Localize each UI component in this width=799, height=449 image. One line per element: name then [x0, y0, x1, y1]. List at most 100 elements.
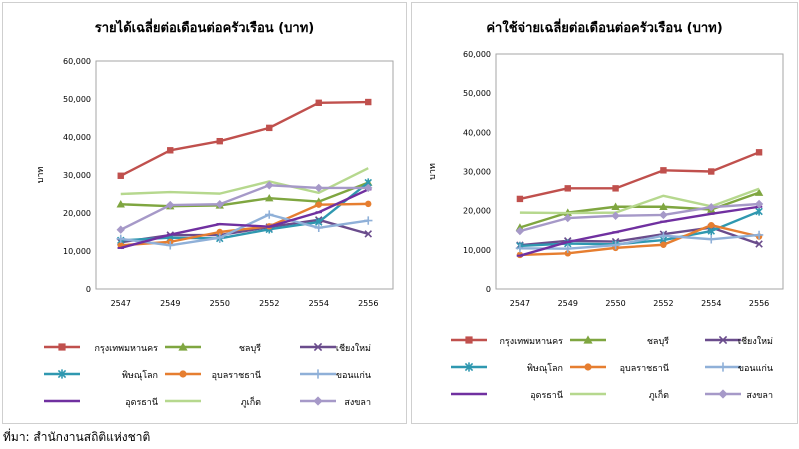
- data-point: [659, 202, 668, 210]
- legend-label: ขอนแก่น: [738, 364, 773, 374]
- data-point: [659, 231, 668, 240]
- series-dash: [516, 205, 763, 257]
- legend-label: กรุงเทพมหานคร: [94, 344, 158, 354]
- series-line: [120, 181, 369, 208]
- series-line: [120, 100, 369, 177]
- data-point: [265, 193, 274, 202]
- legend-marker: [718, 335, 728, 345]
- data-point: [660, 167, 667, 174]
- legend-marker: [58, 343, 66, 351]
- y-tick-label: 0: [86, 285, 91, 294]
- y-tick-label: 0: [486, 285, 491, 294]
- data-point: [116, 234, 125, 244]
- y-tick-label: 30,000: [63, 171, 91, 180]
- y-tick-label: 20,000: [463, 207, 491, 216]
- y-tick-label: 30,000: [463, 168, 491, 177]
- legend-marker: [718, 389, 728, 399]
- data-point: [708, 168, 715, 175]
- data-point: [116, 200, 125, 208]
- data-point: [167, 147, 174, 154]
- y-tick-label: 20,000: [63, 209, 91, 218]
- legend-item: ภูเก็ต: [570, 388, 669, 401]
- legend-label: ภูเก็ต: [649, 388, 669, 401]
- legend-item: ชลบุรี: [165, 342, 261, 354]
- series-line: [519, 202, 760, 233]
- data-point: [515, 244, 525, 253]
- legend-item: ชลบุรี: [570, 335, 669, 347]
- income-chart: 0 10,000 20,000 30,000 40,000 50,000 60,000 บาท…: [36, 57, 394, 408]
- data-point: [364, 230, 373, 238]
- data-point: [755, 207, 763, 216]
- data-point: [707, 202, 716, 212]
- y-tick-label: 10,000: [63, 247, 91, 256]
- data-point: [707, 235, 716, 244]
- legend-item: ภูเก็ต: [165, 395, 261, 408]
- x-tick-label: 2556: [358, 299, 378, 308]
- series-line: [519, 151, 760, 201]
- legend-marker: [718, 362, 728, 372]
- series-circle: [117, 200, 372, 249]
- data-point: [315, 201, 322, 208]
- legend-label: ขอนแก่น: [336, 371, 371, 381]
- y-axis-label: บาท: [428, 163, 438, 180]
- data-point: [216, 137, 223, 145]
- data-point: [755, 149, 763, 156]
- data-point: [365, 98, 372, 106]
- data-point: [754, 188, 764, 196]
- data-point: [265, 181, 274, 190]
- legend-item: กรุงเทพมหานคร: [44, 343, 158, 354]
- legend-item: พิษณุโลก: [44, 369, 158, 381]
- series-line: [120, 184, 369, 231]
- legend-label: อุบลราชธานี: [620, 363, 669, 374]
- legend-marker: [584, 363, 592, 371]
- data-point: [166, 241, 175, 250]
- data-point: [611, 202, 620, 210]
- data-point: [660, 241, 667, 248]
- legend-label: กรุงเทพมหานคร: [499, 337, 563, 347]
- data-point: [708, 221, 715, 229]
- legend-item: เชียงใหม่: [705, 335, 773, 347]
- legend-marker: [583, 335, 593, 344]
- legend-marker: [313, 369, 323, 379]
- expense-chart-panel: ค่าใช้จ่ายเฉลี่ยต่อเดือนต่อครัวเรือน (บา…: [411, 2, 798, 424]
- x-tick-label: 2549: [160, 299, 180, 308]
- x-tick-label: 2549: [558, 299, 578, 308]
- source-note: ที่มา: สำนักงานสถิติแห่งชาติ: [3, 430, 151, 444]
- data-point: [216, 228, 223, 236]
- y-tick-label: 10,000: [463, 246, 491, 255]
- series-line: [519, 205, 760, 257]
- income-chart-title: รายได้เฉลี่ยต่อเดือนต่อครัวเรือน (บาท): [94, 21, 315, 36]
- data-point: [563, 244, 572, 253]
- x-tick-label: 2552: [653, 299, 673, 308]
- data-point: [754, 230, 764, 240]
- legend-label: อุดรธานี: [530, 390, 563, 401]
- legend-marker: [313, 342, 323, 352]
- legend-item: อุบลราชธานี: [570, 363, 669, 374]
- legend-item: อุดรธานี: [451, 390, 563, 401]
- legend-item: สงขลา: [300, 396, 371, 408]
- plot-area: [95, 60, 394, 290]
- x-tick-label: 2547: [111, 299, 131, 308]
- x-tick-label: 2550: [605, 299, 625, 308]
- legend-item: กรุงเทพมหานคร: [451, 336, 563, 347]
- legend-label: เชียงใหม่: [336, 343, 371, 354]
- data-point: [166, 200, 175, 210]
- legend-item: สงขลา: [705, 389, 773, 401]
- data-point: [215, 233, 224, 242]
- legend-label: สงขลา: [746, 391, 773, 401]
- y-tick-label: 40,000: [63, 133, 91, 142]
- series-line: [120, 188, 369, 250]
- legend-item: ขอนแก่น: [300, 369, 371, 381]
- series-line: [120, 202, 369, 247]
- data-point: [364, 183, 373, 193]
- legend-marker: [465, 336, 473, 344]
- legend-marker: [179, 370, 187, 378]
- legend-label: พิษณุโลก: [122, 370, 158, 381]
- data-point: [315, 99, 322, 106]
- data-point: [564, 250, 571, 257]
- y-tick-label: 60,000: [463, 50, 491, 59]
- legend-label: ชลบุรี: [647, 336, 669, 347]
- series-line: [519, 233, 760, 250]
- series-line: [519, 226, 760, 247]
- data-point: [755, 240, 763, 248]
